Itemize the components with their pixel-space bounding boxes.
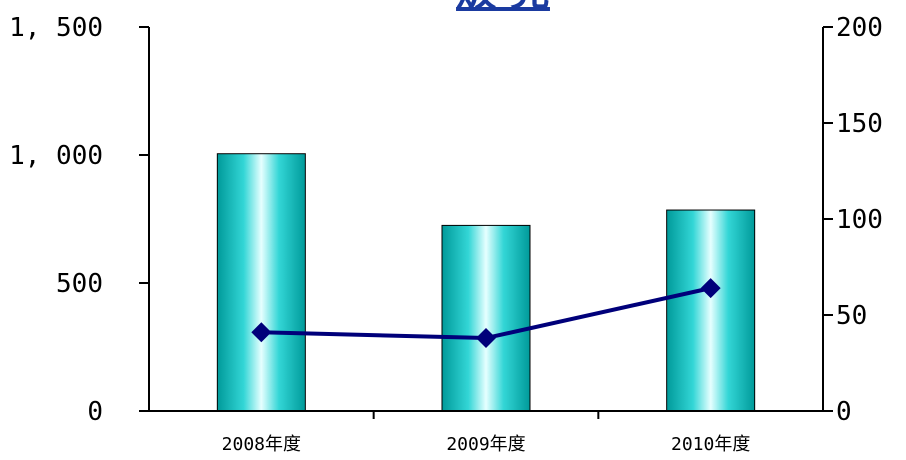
y-left-tick-label: 500 — [56, 269, 103, 299]
y-left-tick-label: 0 — [87, 397, 103, 427]
x-tick-label: 2010年度 — [671, 434, 750, 455]
bar-3 — [666, 209, 756, 412]
y-right-tick-label: 100 — [836, 205, 883, 235]
x-tick-label: 2008年度 — [222, 434, 301, 455]
chart-title: 販 売 — [456, 0, 550, 15]
y-left-tick-label: 1, 500 — [9, 13, 103, 43]
bar-2 — [441, 224, 531, 412]
y-right-tick-label: 0 — [836, 397, 852, 427]
y-right-tick-label: 150 — [836, 109, 883, 139]
line-point-3 — [700, 278, 721, 299]
y-right-tick-label: 200 — [836, 13, 883, 43]
plot-area: 0 500 1, 000 1, 500 0 50 100 150 200 2008年度 2009年度… — [9, 13, 883, 455]
line-point-1 — [251, 322, 272, 343]
bar-1 — [216, 153, 306, 412]
x-tick-label: 2009年度 — [446, 434, 525, 455]
y-left-tick-label: 1, 000 — [9, 141, 103, 171]
line-point-2 — [476, 328, 496, 349]
y-right-tick-label: 50 — [836, 301, 867, 331]
